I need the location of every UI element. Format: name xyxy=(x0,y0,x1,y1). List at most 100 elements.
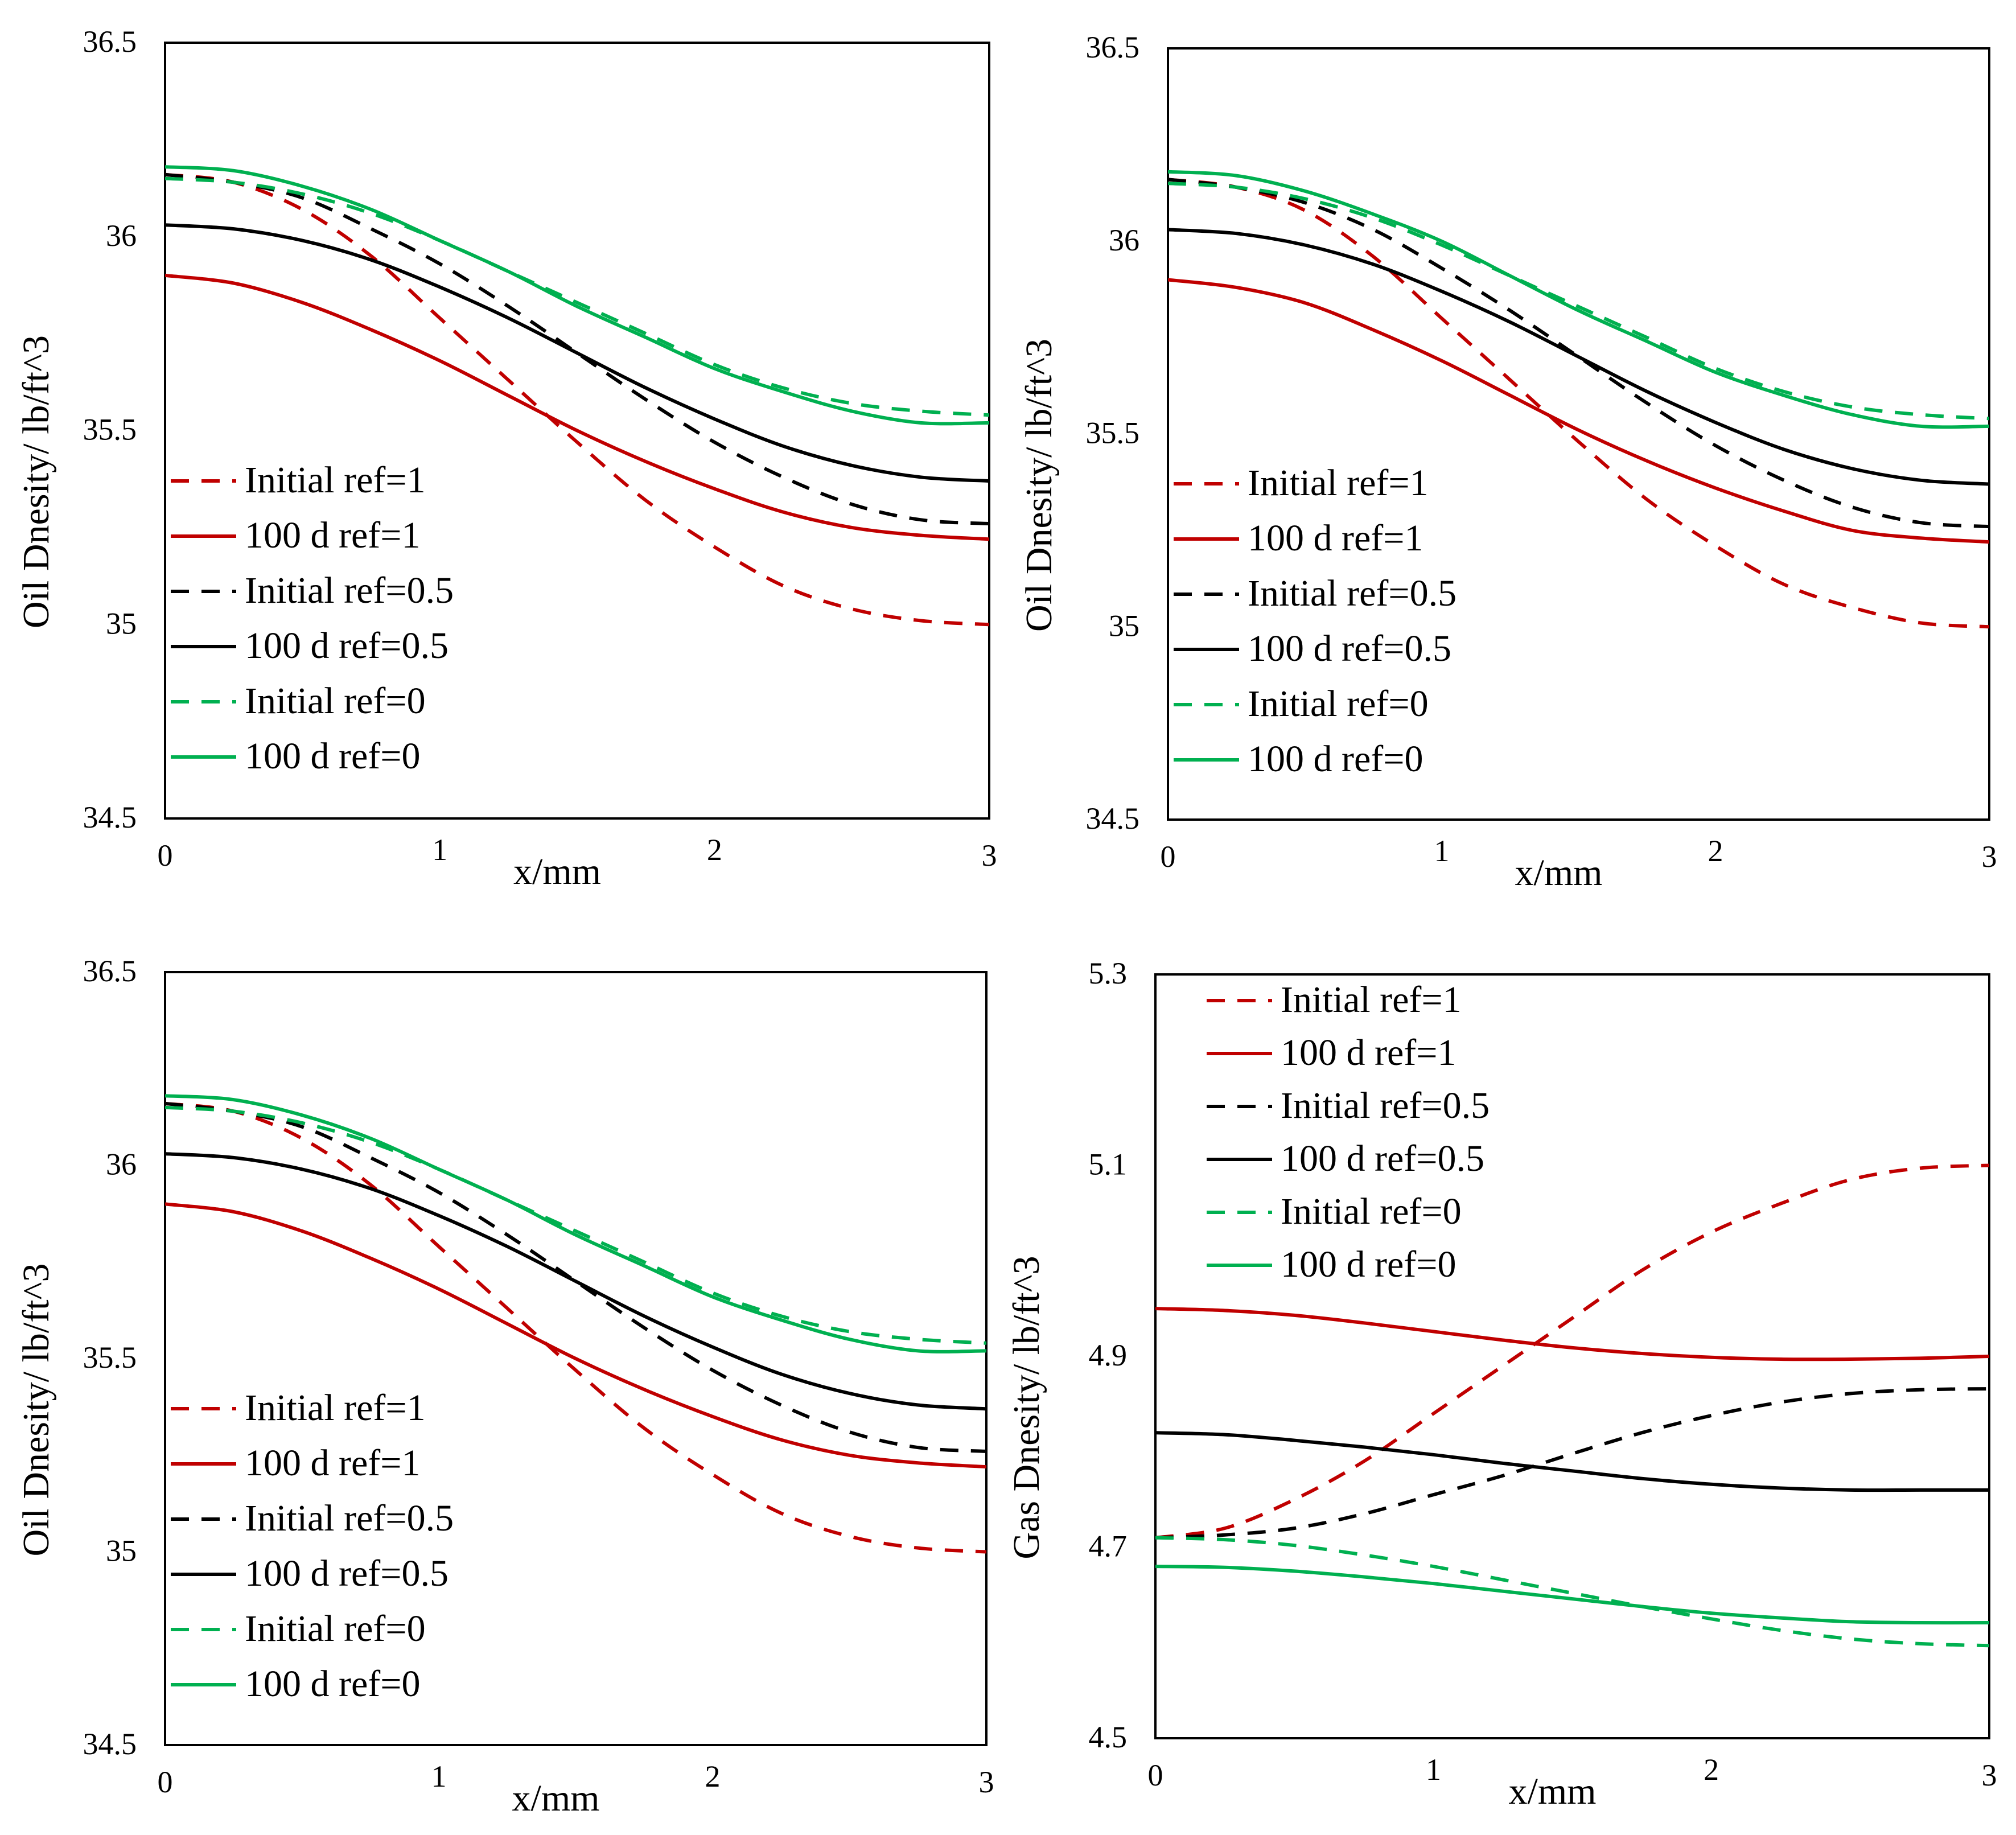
legend-label: 100 d ref=0.5 xyxy=(245,1553,449,1594)
series-line xyxy=(165,223,989,483)
legend-label: 100 d ref=1 xyxy=(1248,517,1423,559)
y-axis-title: Gas Dnesity/ lb/ft^3 xyxy=(1006,1256,1047,1559)
y-tick-label: 36.5 xyxy=(83,954,137,988)
x-tick-label: 2 xyxy=(707,833,722,867)
chart-panel-c: 34.5 35 35.5 36 36.5 0 1 2 3 x/mm Oil Dnesity/ lb/… xyxy=(15,954,994,1819)
y-axis-title: Oil Dnesity/ lb/ft^3 xyxy=(15,335,57,628)
legend-label: Initial ref=1 xyxy=(1248,462,1429,504)
y-tick-label: 35 xyxy=(106,1534,137,1568)
legend-label: 100 d ref=0 xyxy=(1248,738,1423,780)
series-line xyxy=(165,1105,986,1345)
series-line xyxy=(165,273,989,541)
series-line xyxy=(165,1202,986,1469)
series-line xyxy=(165,172,989,627)
x-tick-label: 0 xyxy=(158,1765,173,1799)
y-tick-label: 34.5 xyxy=(1086,801,1140,836)
plot-frame xyxy=(164,971,988,1746)
y-tick-label: 34.5 xyxy=(83,800,137,834)
legend-label: Initial ref=0.5 xyxy=(1281,1085,1490,1126)
legend-label: Initial ref=0 xyxy=(245,680,426,722)
legend-label: Initial ref=0.5 xyxy=(245,1497,454,1539)
y-tick-label: 36 xyxy=(106,1147,137,1182)
legend-label: Initial ref=1 xyxy=(245,459,426,501)
legend-label: Initial ref=0.5 xyxy=(1248,573,1457,614)
chart-panel-b: 34.5 35 35.5 36 36.5 0 1 2 3 x/mm Oil Dnesity/ lb/… xyxy=(1018,30,1997,894)
x-tick-label: 1 xyxy=(431,1759,447,1793)
legend-label: 100 d ref=0 xyxy=(245,1663,420,1705)
legend-label: 100 d ref=0 xyxy=(1281,1244,1456,1285)
series-line xyxy=(165,165,989,426)
plot-frame xyxy=(1167,47,1990,821)
x-tick-label: 1 xyxy=(1426,1752,1441,1787)
legend-label: Initial ref=1 xyxy=(1281,979,1462,1021)
x-tick-label: 2 xyxy=(705,1759,721,1793)
series-line xyxy=(1155,1387,1989,1540)
x-tick-label: 0 xyxy=(1148,1758,1163,1792)
y-tick-label: 35 xyxy=(106,606,137,640)
x-tick-label: 3 xyxy=(1982,1758,1997,1792)
x-tick-label: 0 xyxy=(158,838,173,873)
legend-label: Initial ref=0 xyxy=(1248,683,1429,725)
series-line xyxy=(1155,1536,1989,1648)
series-line xyxy=(165,172,989,526)
series-line xyxy=(165,1094,986,1353)
y-tick-label: 36.5 xyxy=(1086,30,1140,64)
plot-frame xyxy=(164,42,990,820)
y-tick-label: 4.5 xyxy=(1089,1720,1128,1754)
x-axis-title: x/mm xyxy=(513,851,601,892)
x-tick-label: 2 xyxy=(1708,834,1723,868)
legend-label: 100 d ref=1 xyxy=(245,1442,420,1484)
series-line xyxy=(1168,170,1989,429)
y-tick-label: 35.5 xyxy=(83,413,137,447)
x-tick-label: 2 xyxy=(1704,1752,1719,1787)
series-line xyxy=(1168,178,1989,629)
series-line xyxy=(1155,1565,1989,1625)
y-axis-title: Oil Dnesity/ lb/ft^3 xyxy=(15,1264,57,1557)
chart-panel-a: 34.5 35 35.5 36 36.5 0 1 2 3 x/mm Oil Dnesity/ lb/… xyxy=(15,24,997,892)
y-tick-label: 36 xyxy=(1109,223,1139,257)
x-tick-label: 1 xyxy=(432,833,447,867)
legend-label: Initial ref=0 xyxy=(1281,1191,1462,1232)
series-line xyxy=(1155,1431,1989,1492)
series-line xyxy=(1168,228,1989,486)
y-tick-label: 5.1 xyxy=(1089,1147,1128,1182)
legend-label: Initial ref=0.5 xyxy=(245,570,454,611)
y-tick-label: 4.7 xyxy=(1089,1529,1128,1564)
legend-label: 100 d ref=0.5 xyxy=(1248,628,1451,669)
series-line xyxy=(1168,278,1989,544)
series-line xyxy=(165,1101,986,1453)
y-tick-label: 34.5 xyxy=(83,1727,137,1761)
series-line xyxy=(165,1101,986,1554)
x-axis-title: x/mm xyxy=(1515,852,1602,894)
legend-label: 100 d ref=0.5 xyxy=(245,625,449,666)
series-line xyxy=(1168,178,1989,529)
chart-panel-d: 4.5 4.7 4.9 5.1 5.3 0 1 2 3 x/mm Gas Dnesity/ lb/f… xyxy=(1006,956,1997,1812)
series-line xyxy=(165,1152,986,1411)
series-line xyxy=(1155,1163,1989,1540)
y-tick-label: 36.5 xyxy=(83,24,137,59)
series-line xyxy=(1168,182,1989,421)
x-tick-label: 3 xyxy=(979,1765,994,1799)
series-line xyxy=(1155,1307,1989,1361)
y-tick-label: 35 xyxy=(1109,608,1139,643)
legend-label: Initial ref=0 xyxy=(245,1608,426,1649)
legend-label: 100 d ref=1 xyxy=(1281,1032,1456,1073)
legend-label: 100 d ref=1 xyxy=(245,515,420,556)
legend-label: Initial ref=1 xyxy=(245,1387,426,1429)
x-tick-label: 3 xyxy=(1982,840,1997,874)
legend-label: 100 d ref=0 xyxy=(245,735,420,777)
x-tick-label: 1 xyxy=(1434,834,1450,868)
x-axis-title: x/mm xyxy=(1508,1771,1596,1812)
y-axis-title: Oil Dnesity/ lb/ft^3 xyxy=(1018,339,1060,632)
x-axis-title: x/mm xyxy=(512,1778,599,1819)
series-line xyxy=(165,176,989,417)
y-tick-label: 5.3 xyxy=(1089,956,1128,990)
y-tick-label: 4.9 xyxy=(1089,1338,1128,1372)
y-tick-label: 36 xyxy=(106,219,137,253)
x-tick-label: 0 xyxy=(1161,840,1176,874)
legend-label: 100 d ref=0.5 xyxy=(1281,1138,1484,1179)
y-tick-label: 35.5 xyxy=(1086,416,1140,450)
x-tick-label: 3 xyxy=(982,838,997,873)
y-tick-label: 35.5 xyxy=(83,1340,137,1375)
